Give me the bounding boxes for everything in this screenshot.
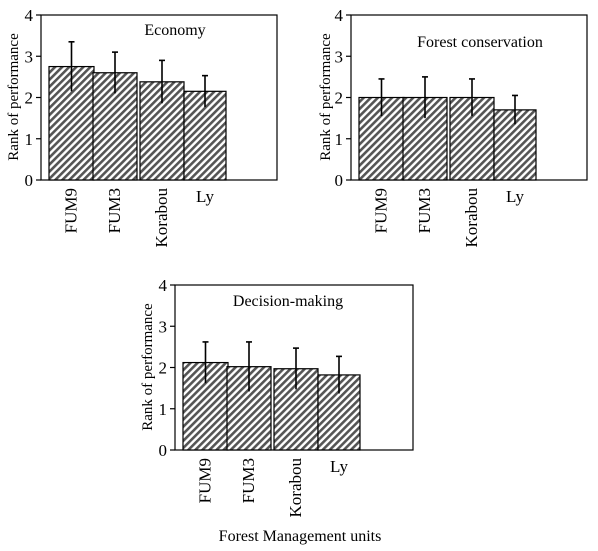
y-tick-label: 3 [335, 47, 344, 66]
y-tick-label: 4 [25, 6, 34, 25]
y-tick-label: 0 [335, 171, 344, 190]
chart-title: Economy [144, 22, 205, 39]
figure-x-axis-label: Forest Management units [219, 528, 382, 545]
x-tick-label: Ly [196, 187, 214, 206]
y-tick-label: 2 [159, 359, 168, 378]
y-tick-label: 3 [25, 47, 34, 66]
x-tick-label: FUM3 [239, 458, 258, 503]
x-tick-label: Korabou [152, 188, 171, 248]
x-tick-label: FUM3 [415, 188, 434, 233]
x-tick-label: Korabou [286, 458, 305, 518]
y-tick-label: 2 [25, 89, 34, 108]
y-tick-label: 1 [159, 400, 168, 419]
y-tick-label: 4 [159, 276, 168, 295]
y-tick-label: 1 [25, 130, 34, 149]
y-axis-label: Rank of performance [318, 33, 334, 161]
x-tick-label: FUM9 [372, 188, 391, 233]
y-axis-label: Rank of performance [6, 33, 22, 161]
y-tick-label: 1 [335, 130, 344, 149]
y-axis-label: Rank of performance [140, 303, 156, 431]
y-tick-label: 3 [159, 317, 168, 336]
x-tick-label: Korabou [462, 188, 481, 248]
y-tick-label: 0 [25, 171, 34, 190]
x-tick-label: Ly [330, 457, 348, 476]
x-tick-label: FUM3 [105, 188, 124, 233]
chart-title: Decision-making [233, 293, 343, 310]
y-tick-label: 0 [159, 441, 168, 460]
chart-title: Forest conservation [417, 34, 543, 51]
x-tick-label: Ly [506, 187, 524, 206]
x-tick-label: FUM9 [196, 458, 215, 503]
y-tick-label: 2 [335, 89, 344, 108]
x-tick-label: FUM9 [62, 188, 81, 233]
y-tick-label: 4 [335, 6, 344, 25]
